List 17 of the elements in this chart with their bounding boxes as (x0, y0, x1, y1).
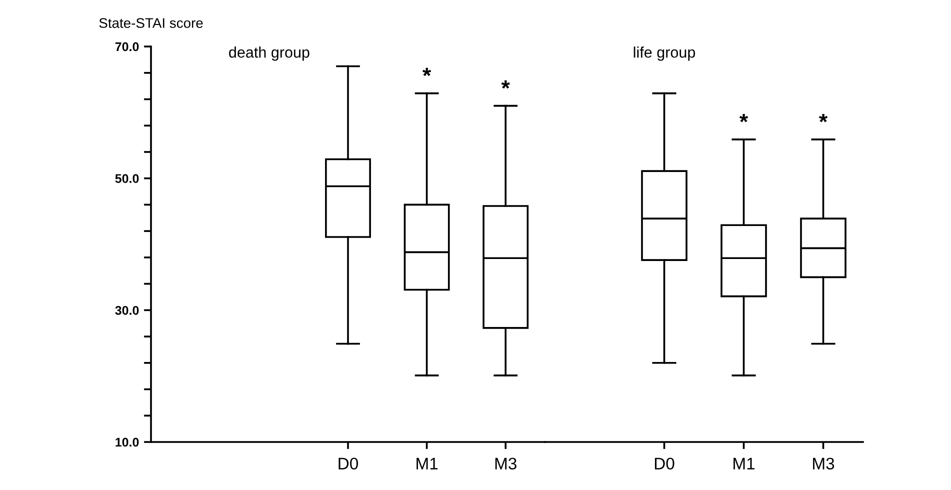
x-tick-label: D0 (338, 458, 358, 470)
x-tick-label: M1 (734, 458, 755, 470)
y-tick-label: 10.0 (116, 438, 139, 447)
annotation: * (501, 80, 510, 89)
x-tick-label: M3 (813, 458, 834, 470)
chart-title: life group (634, 46, 696, 61)
x-tick-label: D0 (654, 458, 674, 470)
x-tick-label: M3 (495, 458, 516, 470)
annotation: * (422, 68, 432, 76)
y-tick-label: 70.0 (115, 42, 139, 52)
chart-title: death group (229, 46, 310, 61)
annotation: * (739, 114, 748, 122)
annotation: * (818, 114, 828, 122)
y-tick-label: 50.0 (115, 174, 139, 183)
y-tick-label: 30.0 (115, 306, 139, 315)
y-axis-title: State-STAI score (99, 18, 203, 28)
x-tick-label: M1 (416, 458, 438, 470)
